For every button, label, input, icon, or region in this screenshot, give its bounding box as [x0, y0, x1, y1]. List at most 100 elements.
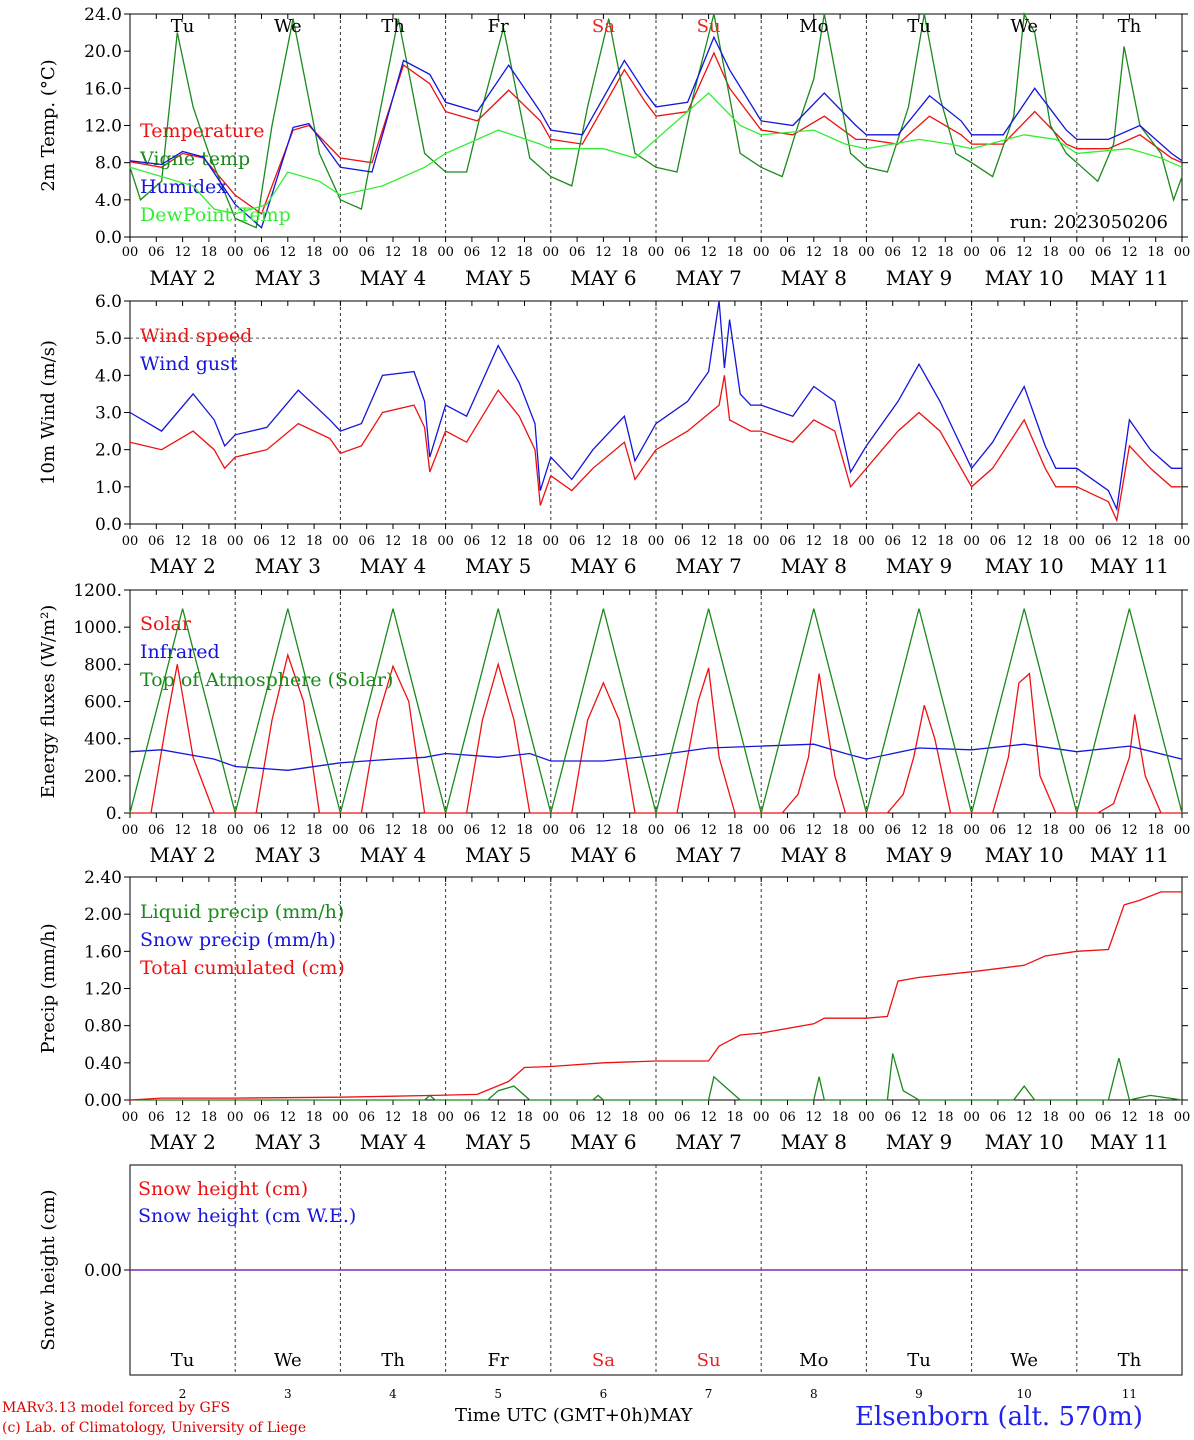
hour-tick-label: 18: [937, 534, 954, 549]
series-line: [129, 300, 1182, 512]
hour-tick-label: 12: [806, 1110, 823, 1125]
date-label: MAY 8: [781, 266, 847, 290]
hour-tick-label: 00: [437, 823, 454, 838]
hour-tick-label: 06: [779, 823, 796, 838]
hour-tick-label: 18: [516, 534, 533, 549]
hour-tick-label: 06: [464, 823, 481, 838]
hour-tick-label: 12: [174, 534, 191, 549]
hour-tick-label: 06: [569, 823, 586, 838]
y-tick-label: 400.: [84, 730, 122, 750]
hour-tick-label: 00: [858, 823, 875, 838]
series-line: [129, 743, 1183, 771]
legend-entry: Vigne temp: [139, 148, 250, 170]
hour-tick-label: 00: [1174, 534, 1191, 549]
hour-tick-label: 18: [306, 245, 323, 260]
hour-tick-label: 06: [990, 245, 1007, 260]
hour-tick-label: 12: [911, 245, 928, 260]
day-number-label: 9: [915, 1387, 923, 1401]
date-label: MAY 7: [675, 843, 741, 867]
day-number-label: 3: [284, 1387, 292, 1401]
hour-tick-label: 18: [201, 534, 218, 549]
y-tick-label: 20.0: [84, 42, 122, 62]
hour-tick-label: 18: [621, 245, 638, 260]
series-line: [129, 608, 1183, 814]
hour-tick-label: 12: [806, 534, 823, 549]
hour-tick-label: 06: [569, 245, 586, 260]
hour-tick-label: 12: [490, 534, 507, 549]
date-label: MAY 6: [570, 843, 636, 867]
date-label: MAY 2: [149, 1130, 215, 1154]
hour-tick-label: 18: [727, 534, 744, 549]
hour-tick-label: 18: [832, 823, 849, 838]
hour-tick-label: 06: [464, 534, 481, 549]
hour-tick-label: 00: [227, 245, 244, 260]
y-tick-label: 4.0: [95, 191, 122, 211]
hour-tick-label: 00: [753, 245, 770, 260]
x-axis-month: MAY: [649, 1405, 693, 1426]
weekday-label: Sa: [592, 16, 615, 37]
hour-tick-label: 00: [437, 1110, 454, 1125]
y-tick-label: 2.00: [84, 905, 122, 925]
hour-tick-label: 06: [148, 823, 165, 838]
hour-tick-label: 00: [1174, 245, 1191, 260]
y-tick-label: 2.40: [84, 868, 122, 888]
date-label: MAY 4: [360, 843, 426, 867]
date-label: MAY 7: [675, 266, 741, 290]
hour-tick-label: 00: [858, 534, 875, 549]
hour-tick-label: 18: [1042, 1110, 1059, 1125]
hour-tick-label: 06: [990, 823, 1007, 838]
date-label: MAY 8: [781, 843, 847, 867]
hour-tick-label: 18: [411, 1110, 428, 1125]
hour-tick-label: 00: [122, 823, 139, 838]
hour-tick-label: 00: [437, 534, 454, 549]
hour-tick-label: 06: [358, 245, 375, 260]
legend-entry: Snow precip (mm/h): [140, 929, 336, 951]
weekday-label: We: [274, 16, 302, 37]
hour-tick-label: 12: [280, 245, 297, 260]
series-line: [129, 51, 1183, 215]
date-label: MAY 8: [781, 1130, 847, 1154]
y-tick-label: 8.0: [95, 154, 122, 174]
hour-tick-label: 18: [937, 245, 954, 260]
date-label: MAY 8: [781, 554, 847, 578]
hour-tick-label: 18: [621, 1110, 638, 1125]
hour-tick-label: 06: [884, 1110, 901, 1125]
y-tick-label: 200.: [84, 767, 122, 787]
y-tick-label: 4.0: [95, 366, 122, 386]
hour-tick-label: 00: [332, 823, 349, 838]
legend-entry: Infrared: [140, 641, 220, 663]
hour-tick-label: 06: [253, 1110, 270, 1125]
y-tick-label: 12.0: [84, 117, 122, 137]
hour-tick-label: 12: [1121, 823, 1138, 838]
hour-tick-label: 12: [595, 534, 612, 549]
date-label: MAY 5: [465, 266, 531, 290]
hour-tick-label: 06: [779, 1110, 796, 1125]
date-label: MAY 10: [985, 554, 1064, 578]
hour-tick-label: 00: [858, 1110, 875, 1125]
hour-tick-label: 18: [201, 823, 218, 838]
hour-tick-label: 00: [753, 1110, 770, 1125]
hour-tick-label: 06: [779, 245, 796, 260]
hour-tick-label: 00: [963, 823, 980, 838]
y-tick-label: 0.0: [95, 515, 122, 535]
hour-tick-label: 06: [884, 534, 901, 549]
hour-tick-label: 06: [674, 245, 691, 260]
hour-tick-label: 00: [122, 534, 139, 549]
date-label: MAY 7: [675, 554, 741, 578]
hour-tick-label: 06: [1095, 823, 1112, 838]
y-tick-label: 0.: [106, 804, 122, 824]
hour-tick-label: 12: [174, 823, 191, 838]
hour-tick-label: 12: [595, 823, 612, 838]
hour-tick-label: 06: [358, 823, 375, 838]
hour-tick-label: 18: [1147, 245, 1164, 260]
model-credit: MARv3.13 model forced by GFS: [2, 1400, 231, 1416]
hour-tick-label: 18: [832, 534, 849, 549]
weekday-label: We: [274, 1350, 302, 1371]
hour-tick-label: 00: [227, 823, 244, 838]
hour-tick-label: 00: [1069, 534, 1086, 549]
hour-tick-label: 18: [201, 1110, 218, 1125]
hour-tick-label: 00: [543, 534, 560, 549]
weekday-label: Tu: [171, 1350, 195, 1371]
hour-tick-label: 18: [516, 245, 533, 260]
